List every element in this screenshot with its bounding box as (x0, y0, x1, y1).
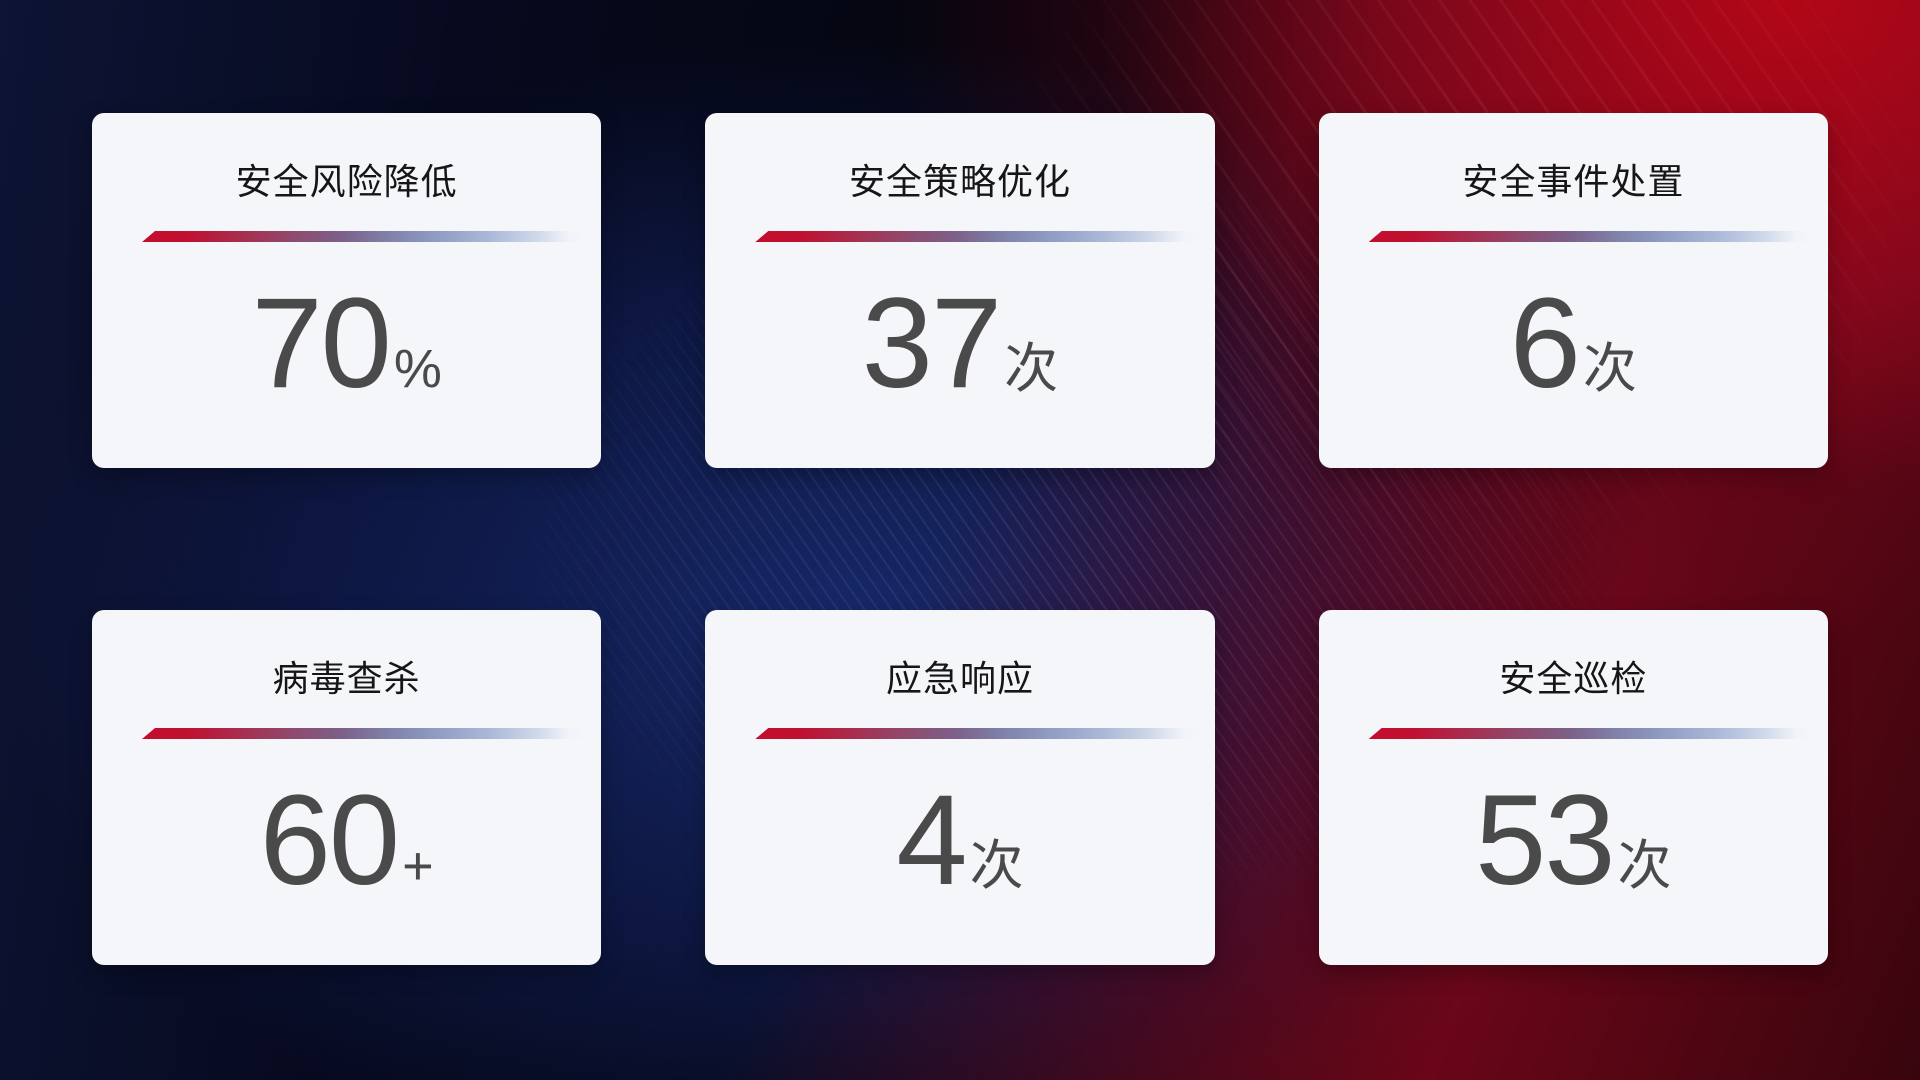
stat-value-row: 53 次 (1319, 777, 1828, 905)
accent-divider (142, 728, 588, 739)
stat-card-virus-scan: 病毒查杀 60 + (92, 610, 602, 965)
accent-divider (1368, 231, 1814, 242)
accent-divider (755, 728, 1201, 739)
stat-value-row: 6 次 (1319, 280, 1828, 408)
stat-value: 4 (896, 769, 967, 912)
stat-value-row: 37 次 (705, 280, 1214, 408)
stat-card-incident-handling: 安全事件处置 6 次 (1318, 113, 1828, 468)
accent-divider (755, 231, 1201, 242)
card-title: 安全策略优化 (848, 161, 1071, 202)
stat-value: 60 (259, 769, 400, 912)
stat-card-emergency-response: 应急响应 4 次 (705, 610, 1215, 965)
stat-value: 37 (861, 272, 1002, 415)
stat-value: 70 (251, 272, 391, 415)
stat-value: 6 (1509, 272, 1581, 415)
card-title: 应急响应 (885, 658, 1034, 699)
stat-value-row: 70 % (92, 280, 601, 408)
stat-card-security-inspection: 安全巡检 53 次 (1318, 610, 1828, 965)
card-title: 安全巡检 (1499, 658, 1648, 699)
stat-unit: 次 (1617, 836, 1672, 896)
stat-value-row: 60 + (92, 777, 601, 905)
stat-unit: 次 (1582, 339, 1637, 399)
card-title: 病毒查杀 (272, 658, 421, 699)
accent-divider (142, 231, 588, 242)
stat-unit: + (402, 836, 434, 896)
stat-unit: 次 (1004, 339, 1059, 399)
stat-value-row: 4 次 (705, 777, 1214, 905)
stat-card-risk-reduction: 安全风险降低 70 % (92, 113, 602, 468)
accent-divider (1368, 728, 1814, 739)
stat-unit: 次 (969, 836, 1024, 896)
card-title: 安全事件处置 (1462, 161, 1685, 202)
stat-unit: % (393, 339, 442, 399)
card-title: 安全风险降低 (235, 161, 458, 202)
stat-value: 53 (1475, 769, 1615, 912)
stat-card-policy-optimization: 安全策略优化 37 次 (705, 113, 1215, 468)
